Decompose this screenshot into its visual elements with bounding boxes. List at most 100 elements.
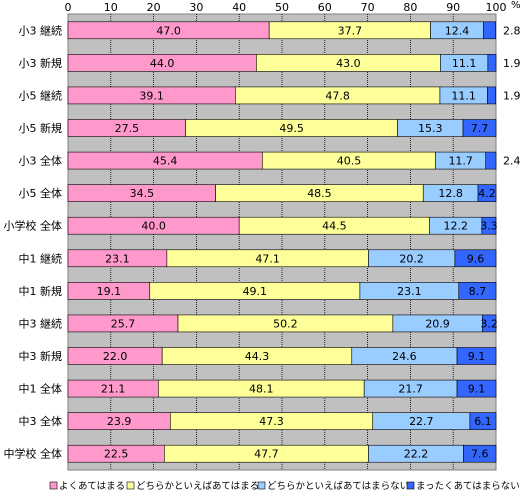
category-label: 小5 継続 [19,88,63,102]
data-label: 44.0 [150,57,175,70]
category-label: 小5 全体 [19,186,63,200]
x-tick-label: 0 [65,1,72,14]
data-label: 27.5 [115,122,140,135]
data-label: 9.1 [468,383,486,396]
data-label: 39.1 [139,89,164,102]
bar-segment [482,314,497,333]
data-label: 11.7 [448,155,473,168]
data-label: 22.5 [104,448,129,461]
bar-segment [483,21,496,40]
data-label: 4.2 [478,187,496,200]
data-label: 40.0 [141,220,166,233]
x-tick-label: 40 [232,1,246,14]
data-label: 23.1 [397,285,422,298]
data-label: 3.2 [480,317,498,330]
data-label: 9.1 [468,350,486,363]
data-label: 8.7 [469,285,487,298]
x-tick-label: 10 [104,1,118,14]
data-label: 48.5 [307,187,332,200]
bar-segment [458,282,497,300]
bar-segment [477,184,497,202]
data-label: 49.1 [243,285,268,298]
bar-segment [487,86,496,105]
data-label: 15.3 [418,122,443,135]
data-label: 11.1 [451,89,476,102]
data-label: 48.1 [249,383,274,396]
data-label: 20.9 [425,317,450,330]
x-tick-label: 80 [403,1,417,14]
x-tick-label: 60 [318,1,332,14]
data-label: 9.6 [467,252,485,265]
unit-label: % [511,0,521,11]
data-label: 7.7 [471,122,489,135]
category-label: 中学校 全体 [4,447,63,461]
data-label: 2.4 [503,155,521,168]
data-label: 24.6 [392,350,417,363]
data-label: 37.7 [338,24,363,37]
category-label: 中3 全体 [19,414,63,428]
bar-segment [456,347,497,365]
data-label: 1.9 [503,89,521,102]
data-label: 43.0 [336,57,361,70]
category-label: 中1 新規 [19,284,63,298]
data-label: 47.3 [259,415,284,428]
data-label: 23.9 [107,415,132,428]
category-label: 中1 全体 [19,382,63,396]
category-label: 中1 継続 [19,251,63,265]
category-label: 中3 新規 [19,349,63,363]
data-label: 47.0 [156,24,181,37]
x-tick-label: 50 [275,1,289,14]
data-label: 40.5 [337,155,362,168]
data-label: 22.0 [103,350,128,363]
data-label: 34.5 [130,187,155,200]
legend-swatch [126,481,135,490]
data-label: 21.1 [101,383,126,396]
legend-swatch [49,481,58,490]
legend-label: まったくあてはまらない [416,481,520,492]
legend-swatch [257,481,266,490]
bar-segment [454,249,497,268]
bar-segment [487,54,497,72]
x-tick-label: 20 [147,1,161,14]
data-label: 11.1 [452,57,477,70]
category-label: 小5 新規 [19,121,63,135]
data-label: 21.7 [398,383,423,396]
data-label: 12.8 [438,187,463,200]
category-label: 小3 新規 [19,56,63,70]
category-label: 小3 全体 [19,154,63,168]
category-label: 小学校 全体 [4,219,63,233]
data-label: 44.5 [322,220,347,233]
data-label: 50.2 [273,317,298,330]
legend-swatch [406,481,415,490]
bar-segment [481,216,497,235]
legend-label: どちらかといえばあてはまらない [267,481,409,492]
data-label: 47.7 [254,448,279,461]
data-label: 6.1 [474,415,492,428]
data-label: 2.8 [503,24,521,37]
bar-segment [456,379,497,398]
x-tick-label: 100 [486,1,507,14]
bar-segment [469,412,497,430]
x-tick-label: 70 [361,1,375,14]
legend-label: どちらかといえばあてはまる [136,481,259,492]
data-label: 47.8 [325,89,350,102]
data-label: 22.7 [409,415,434,428]
legend-label: よくあてはまる [59,481,125,492]
x-tick-label: 30 [189,1,203,14]
data-label: 12.2 [444,220,469,233]
data-label: 22.2 [404,448,429,461]
category-label: 小3 継続 [19,23,63,37]
bar-segment [463,444,497,463]
data-label: 23.1 [105,252,130,265]
bar-segment [462,119,497,137]
data-label: 12.4 [445,24,470,37]
data-label: 49.5 [279,122,304,135]
bar-segment [485,151,497,170]
x-tick-label: 90 [446,1,460,14]
data-label: 1.9 [503,57,521,70]
data-label: 20.2 [399,252,424,265]
data-label: 44.3 [245,350,270,363]
data-label: 25.7 [111,317,136,330]
data-label: 47.1 [255,252,280,265]
